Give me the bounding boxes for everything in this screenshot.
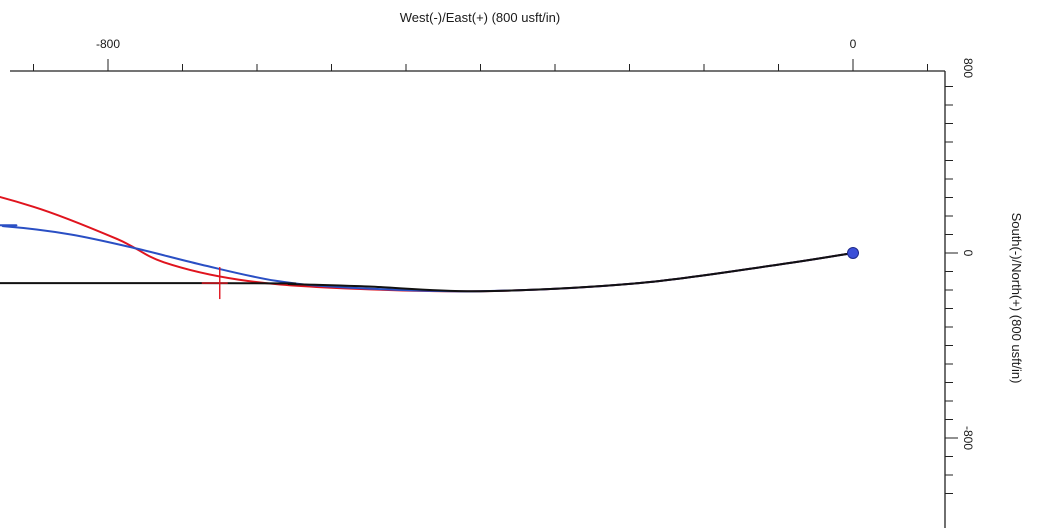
- well-head-marker: [847, 247, 859, 259]
- y-tick-label: 800: [961, 58, 975, 78]
- y-axis-label: South(-)/North(+) (800 usft/in): [1009, 213, 1024, 384]
- x-tick-label: -800: [96, 37, 120, 51]
- y-tick-label: 0: [961, 250, 975, 257]
- x-tick-label: 0: [850, 37, 857, 51]
- series-line-2: [0, 224, 854, 293]
- x-axis-label: West(-)/East(+) (800 usft/in): [400, 10, 561, 25]
- plot-lines: [0, 196, 854, 293]
- targets: [201, 247, 859, 300]
- y-tick-label: -800: [961, 426, 975, 450]
- y-axis: 800 0 -800: [944, 58, 975, 528]
- series-line-3: [0, 252, 854, 293]
